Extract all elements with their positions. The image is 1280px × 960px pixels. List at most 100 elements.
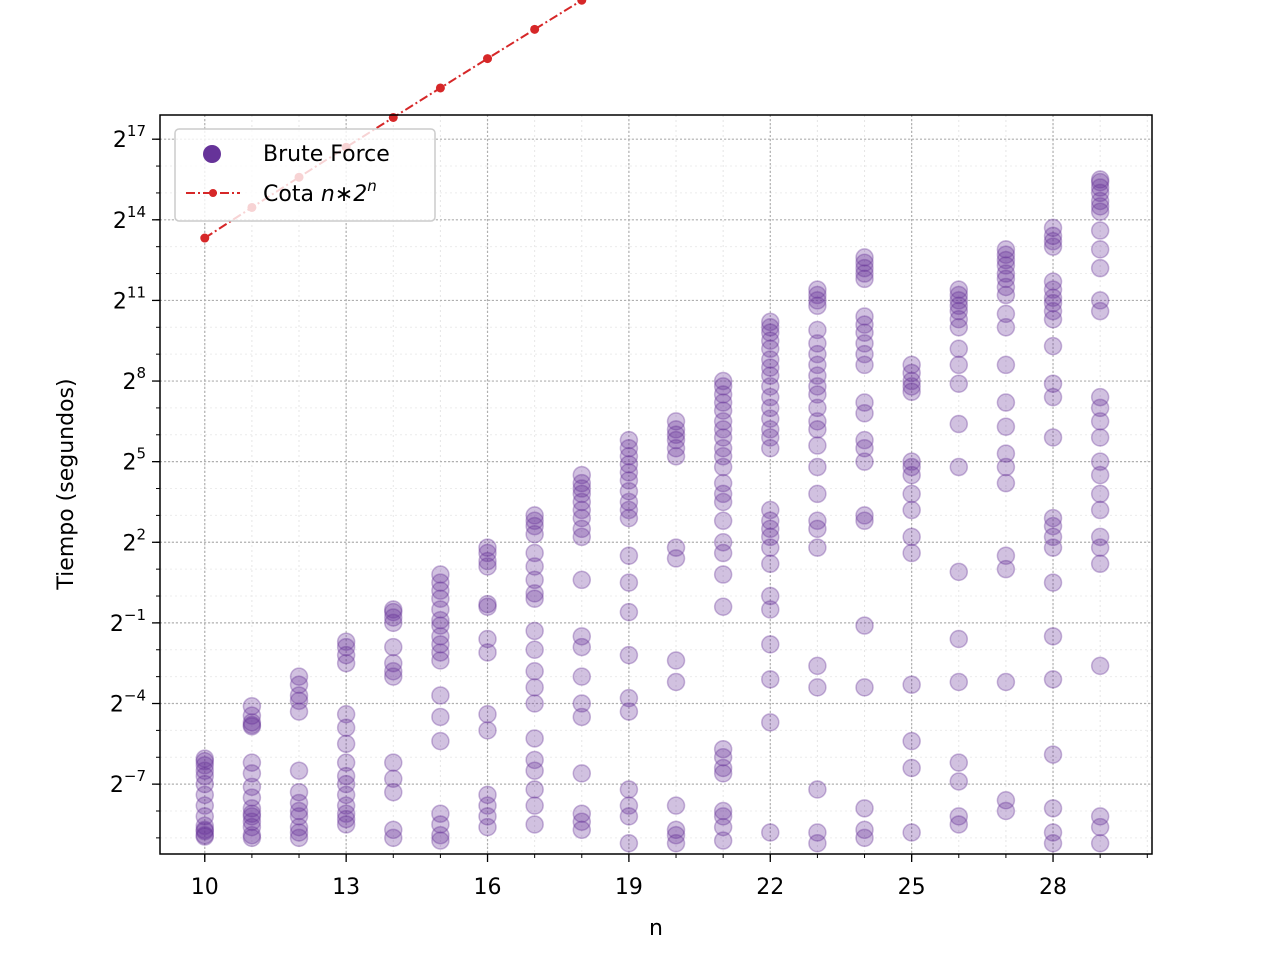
data-point — [902, 731, 921, 751]
data-point — [761, 377, 780, 396]
data-point — [572, 627, 592, 646]
data-point — [808, 420, 827, 439]
data-point — [996, 393, 1016, 412]
data-point — [242, 696, 262, 716]
data-point — [761, 511, 780, 531]
legend-marker-bound — [209, 189, 217, 197]
data-point — [855, 511, 874, 531]
data-point — [431, 589, 450, 608]
y-tick-label: 25 — [122, 445, 146, 476]
data-point — [808, 366, 827, 385]
data-point — [242, 713, 262, 732]
data-point — [384, 753, 403, 772]
data-point — [996, 256, 1016, 275]
data-point — [1043, 374, 1063, 393]
data-point — [808, 398, 827, 418]
x-axis-title: n — [649, 916, 663, 941]
data-point — [1090, 398, 1110, 418]
data-point — [478, 538, 497, 557]
data-point — [855, 264, 874, 283]
data-point — [996, 546, 1016, 565]
data-point — [1090, 191, 1110, 211]
data-point — [195, 827, 215, 846]
data-point — [619, 688, 639, 708]
data-point — [713, 758, 733, 778]
data-point — [855, 404, 874, 423]
data-point — [1043, 538, 1063, 557]
data-point — [336, 796, 356, 815]
data-point — [666, 538, 686, 557]
data-point — [808, 296, 827, 316]
data-point — [761, 823, 780, 842]
data-point — [619, 455, 639, 474]
data-point — [572, 508, 592, 528]
data-point — [384, 600, 403, 619]
data-point — [808, 355, 827, 375]
data-point — [619, 500, 639, 520]
data-point — [666, 834, 686, 853]
legend-marker-brute-force — [203, 145, 221, 163]
data-point — [761, 331, 780, 350]
data-point — [195, 749, 215, 768]
data-point — [289, 675, 309, 694]
data-point — [619, 481, 639, 501]
data-point — [1090, 656, 1110, 676]
data-point — [1043, 527, 1063, 547]
data-point — [949, 672, 969, 692]
data-point — [478, 785, 497, 805]
data-point — [619, 645, 639, 665]
data-point — [1043, 280, 1063, 299]
data-point — [761, 312, 780, 332]
data-point — [996, 355, 1016, 375]
data-point — [996, 801, 1016, 821]
data-point — [336, 632, 356, 651]
data-point — [384, 667, 403, 686]
data-point — [525, 506, 544, 525]
data-point — [195, 816, 215, 836]
data-point — [1090, 183, 1110, 203]
data-point — [384, 662, 403, 681]
legend: Brute Force Cota n∗2n — [174, 128, 436, 222]
data-point — [431, 651, 450, 670]
data-point — [619, 780, 639, 799]
data-point — [431, 815, 450, 834]
data-point — [619, 834, 639, 853]
data-point — [902, 823, 921, 842]
data-point — [761, 438, 780, 458]
data-point — [195, 796, 215, 815]
x-tick-label: 16 — [474, 875, 502, 900]
data-point — [525, 796, 544, 815]
data-point — [431, 627, 450, 646]
data-point — [902, 484, 921, 504]
data-point — [996, 318, 1016, 337]
data-point — [431, 581, 450, 600]
y-tick-label: 211 — [113, 283, 146, 314]
data-point — [996, 559, 1016, 579]
data-point — [336, 637, 356, 657]
data-point — [242, 777, 262, 797]
data-point — [431, 831, 450, 850]
data-point — [808, 344, 827, 364]
data-point — [525, 524, 544, 544]
data-point — [336, 718, 356, 737]
data-point — [478, 705, 497, 724]
data-point — [761, 318, 780, 337]
data-point — [902, 465, 921, 485]
data-point — [855, 506, 874, 525]
data-point — [289, 761, 309, 780]
data-point — [996, 473, 1016, 493]
legend-label-bound-prefix: Cota — [263, 182, 321, 207]
data-point — [1090, 554, 1110, 574]
data-point — [902, 457, 921, 477]
data-point — [1043, 226, 1063, 246]
data-point — [431, 600, 450, 619]
data-point — [713, 457, 733, 477]
data-point — [949, 291, 969, 310]
data-point — [996, 791, 1016, 810]
data-point — [761, 387, 780, 407]
data-point — [195, 821, 215, 841]
data-point — [949, 414, 969, 434]
data-point — [666, 447, 686, 466]
data-point — [855, 248, 874, 267]
data-point — [761, 554, 780, 574]
